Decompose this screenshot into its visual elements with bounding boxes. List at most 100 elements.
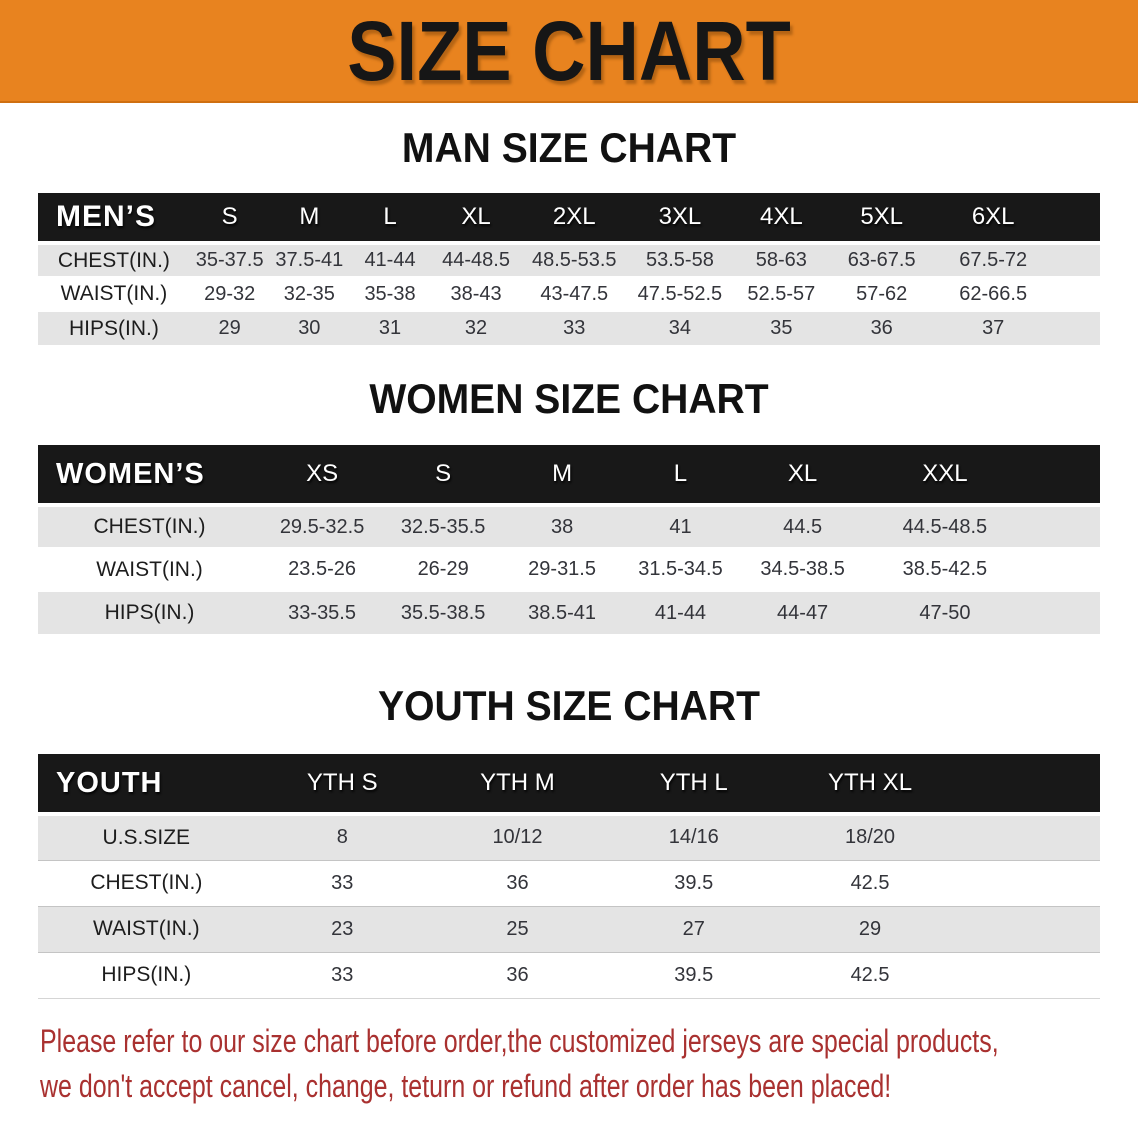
size-value-cell: 39.5 [674,963,714,986]
size-column-header: L [349,193,431,245]
table-group-label: YOUTH [38,754,255,816]
row-label: CHEST(IN.) [90,871,203,894]
size-column-header: 6XL [933,193,1054,245]
size-value-cell: 29-32 [204,282,256,305]
size-value-cell: 39.5 [674,871,714,894]
filler-cell [1053,277,1100,311]
size-value-cell: 33 [563,317,586,339]
measurement-row: CHEST(IN.) 29.5-32.5 32.5-35.5 38 41 44.5 44.5… [38,505,1100,548]
filler-cell [1025,591,1100,634]
size-column-header: XS [261,445,384,507]
row-label: WAIST(IN.) [93,917,200,940]
size-value-cell: 35-38 [364,282,416,305]
size-value-cell: 29-31.5 [528,558,596,580]
women-section-heading: WOMEN SIZE CHART [369,375,769,422]
filler-cell [958,814,1100,860]
men-section-heading: MAN SIZE CHART [401,124,737,171]
filler-cell [1053,193,1100,245]
measurement-row: WAIST(IN.) 23.5-26 26-29 29-31.5 31.5-34.5 34… [38,548,1100,591]
size-value-cell: 35 [770,317,793,339]
size-column-header: YTH L [605,754,783,816]
size-column-header: 2XL [521,193,628,245]
size-value-cell: 38 [550,515,574,538]
measurement-row: U.S.SIZE 8 10/12 14/16 18/20 [38,814,1100,860]
measurement-row: CHEST(IN.) 35-37.5 37.5-41 41-44 44-48.5 48.5… [38,243,1100,277]
size-value-cell: 29 [858,917,882,940]
men-size-table: MEN’S S M L XL 2XL 3XL 4XL 5XL 6XL CHEST(IN.) 35-37… [38,193,1100,345]
size-column-header: L [621,445,740,507]
table-header-row: WOMEN’S XS S M L XL XXL [38,445,1100,507]
banner: SIZE CHART [0,0,1138,103]
size-value-cell: 62-66.5 [959,282,1028,305]
size-column-header: YTH S [254,754,430,816]
filler-cell [958,952,1100,998]
filler-cell [957,754,1100,816]
section-men: MAN SIZE CHART MEN’S S M L XL 2XL 3XL 4XL 5XL 6XL… [0,124,1138,345]
size-value-cell: 43-47.5 [540,282,609,305]
size-value-cell: 53.5-58 [646,249,714,271]
size-value-cell: 29 [218,317,241,339]
size-value-cell: 23 [331,917,354,940]
filler-cell [1053,243,1100,277]
size-column-header: S [189,193,270,245]
disclaimer-line-1: Please refer to our size chart before or… [40,1022,999,1059]
size-value-cell: 38.5-41 [528,601,596,624]
size-value-cell: 47.5-52.5 [637,282,723,305]
size-value-cell: 63-67.5 [847,249,916,271]
size-value-cell: 38-43 [450,282,502,305]
women-size-table: WOMEN’S XS S M L XL XXL CHEST(IN.) 29.5-32.5 32.5… [38,445,1100,634]
page-title: SIZE CHART [347,3,791,98]
size-value-cell: 32 [464,317,488,339]
measurement-row: WAIST(IN.) 23 25 27 29 [38,906,1100,952]
size-value-cell: 44-48.5 [442,249,510,271]
size-value-cell: 36 [870,317,893,339]
size-value-cell: 41-44 [654,601,707,624]
size-value-cell: 36 [506,871,529,894]
filler-cell [958,906,1100,952]
size-value-cell: 57-62 [856,282,908,305]
row-label: HIPS(IN.) [104,601,195,624]
size-value-cell: 33-35.5 [288,601,356,624]
size-column-header: M [269,193,350,245]
size-chart-page: SIZE CHART MAN SIZE CHART MEN’S S M L XL 2XL 3… [0,0,1138,1104]
size-value-cell: 58-63 [755,249,807,271]
row-label: WAIST(IN.) [96,557,203,581]
size-column-header: M [503,445,622,507]
size-value-cell: 48.5-53.5 [532,249,617,271]
size-column-header: XXL [865,445,1025,507]
size-value-cell: 44.5 [783,515,823,538]
size-value-cell: 52.5-57 [747,282,816,305]
measurement-row: HIPS(IN.) 29 30 31 32 33 34 35 36 37 [38,311,1100,345]
measurement-row: CHEST(IN.) 33 36 39.5 42.5 [38,860,1100,906]
size-value-cell: 25 [506,917,529,940]
size-value-cell: 37 [982,317,1005,339]
row-label: HIPS(IN.) [69,316,159,340]
size-value-cell: 34 [668,317,692,339]
size-value-cell: 47-50 [919,601,971,624]
filler-cell [1025,505,1100,548]
table-header-row: MEN’S S M L XL 2XL 3XL 4XL 5XL 6XL [38,193,1100,245]
size-value-cell: 14/16 [668,826,719,849]
size-column-header: 5XL [830,193,934,245]
size-value-cell: 32-35 [283,282,335,305]
size-chart-content: MAN SIZE CHART MEN’S S M L XL 2XL 3XL 4XL 5XL 6XL… [0,124,1138,999]
disclaimer-line-2: we don't accept cancel, change, teturn o… [40,1067,892,1104]
row-label: HIPS(IN.) [101,963,192,986]
size-value-cell: 41-44 [364,249,416,271]
size-value-cell: 29.5-32.5 [279,515,365,538]
size-value-cell: 10/12 [492,826,543,849]
size-value-cell: 35.5-38.5 [400,601,486,624]
size-value-cell: 31 [378,317,402,339]
measurement-row: HIPS(IN.) 33-35.5 35.5-38.5 38.5-41 41-44 44-… [38,591,1100,634]
section-women: WOMEN SIZE CHART WOMEN’S XS S M L XL XXL CHEST(… [0,375,1138,634]
size-value-cell: 8 [336,826,348,849]
table-group-label: MEN’S [38,193,190,245]
size-value-cell: 44-47 [777,601,829,624]
size-column-header: 4XL [732,193,831,245]
size-column-header: XL [430,193,522,245]
table-header-row: YOUTH YTH S YTH M YTH L YTH XL [38,754,1100,816]
section-youth: YOUTH SIZE CHART YOUTH YTH S YTH M YTH L YTH… [0,682,1138,999]
size-value-cell: 34.5-38.5 [760,558,845,580]
youth-section-heading: YOUTH SIZE CHART [378,682,760,729]
size-value-cell: 27 [682,917,705,940]
